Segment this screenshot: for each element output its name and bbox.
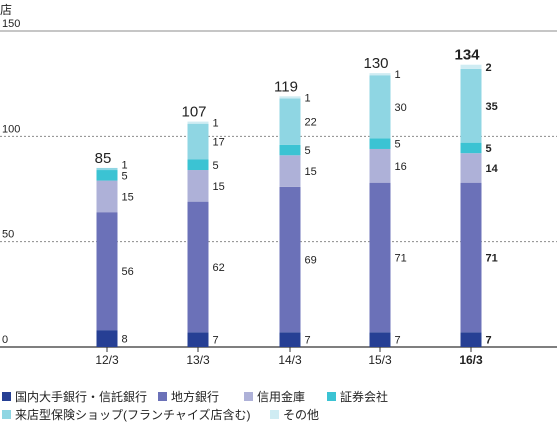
bar-segment-1-5 — [187, 121, 209, 124]
bar-segment-2-5 — [279, 96, 301, 99]
segment-label-1-1: 62 — [213, 262, 225, 274]
segment-label-4-0: 7 — [486, 335, 492, 347]
legend-label-1: 地方銀行 — [171, 390, 220, 404]
bar-segment-0-2 — [96, 180, 118, 213]
segment-label-1-3: 5 — [213, 160, 219, 172]
legend-swatch-2 — [244, 392, 253, 401]
legend-swatch-3 — [327, 392, 336, 401]
bar-segment-0-3 — [96, 170, 118, 181]
segment-label-4-2: 14 — [486, 163, 499, 175]
segment-label-2-1: 69 — [305, 255, 317, 267]
legend-swatch-4 — [2, 410, 11, 419]
legend-swatch-0 — [2, 392, 11, 401]
segment-label-3-0: 7 — [395, 335, 401, 347]
legend-swatch-5 — [270, 410, 279, 419]
segment-label-0-1: 56 — [122, 266, 134, 278]
segment-label-2-4: 22 — [305, 117, 317, 129]
bar-segment-0-4 — [96, 167, 118, 171]
segment-label-3-2: 16 — [395, 161, 407, 173]
y-axis-unit: 店 — [0, 3, 12, 17]
segment-label-2-0: 7 — [305, 335, 311, 347]
total-label-4: 134 — [454, 47, 480, 64]
legend-swatch-1 — [158, 392, 167, 401]
y-tick-label-100: 100 — [2, 123, 20, 135]
legend-label-5: その他 — [283, 408, 320, 422]
legend-item-2: 信用金庫 — [244, 388, 305, 405]
x-tick-label-1: 13/3 — [186, 353, 210, 367]
segment-label-2-5: 1 — [305, 92, 311, 104]
segment-label-4-1: 71 — [486, 252, 498, 264]
segment-label-3-1: 71 — [395, 252, 407, 264]
bar-segment-4-3 — [460, 142, 482, 154]
bar-segment-2-1 — [279, 186, 301, 333]
legend-item-3: 証券会社 — [327, 388, 388, 405]
legend-label-3: 証券会社 — [340, 390, 389, 404]
segment-label-1-5: 1 — [213, 118, 219, 130]
total-label-1: 107 — [181, 104, 206, 121]
bar-segment-3-1 — [369, 182, 391, 333]
x-tick-label-0: 12/3 — [95, 353, 119, 367]
segment-label-4-5: 2 — [486, 62, 492, 74]
bar-segment-4-5 — [460, 64, 482, 69]
bar-segment-3-2 — [369, 148, 391, 183]
x-tick-label-3: 15/3 — [368, 353, 392, 367]
bar-segment-0-1 — [96, 212, 118, 331]
total-label-3: 130 — [363, 55, 388, 72]
total-label-0: 85 — [95, 150, 112, 167]
bar-segment-2-0 — [279, 332, 301, 347]
total-label-2: 119 — [274, 78, 298, 95]
legend-item-1: 地方銀行 — [158, 388, 219, 405]
y-tick-label-0: 0 — [2, 334, 8, 346]
segment-label-3-4: 30 — [395, 102, 407, 114]
legend-label-4: 来店型保険ショップ(フランチャイズ店含む) — [15, 408, 251, 422]
segment-label-0-0: 8 — [122, 334, 128, 346]
data-labels: 8561551857621551711077691552211197711653… — [95, 47, 499, 347]
x-tick-label-4: 16/3 — [459, 353, 483, 367]
bar-segment-4-4 — [460, 68, 482, 143]
segment-label-1-2: 15 — [213, 181, 225, 193]
segment-label-3-5: 1 — [395, 69, 401, 81]
bar-segment-2-4 — [279, 98, 301, 145]
y-tick-label-50: 50 — [2, 229, 14, 241]
segment-label-4-4: 35 — [486, 101, 498, 113]
bar-segment-2-3 — [279, 144, 301, 156]
legend-label-2: 信用金庫 — [257, 390, 306, 404]
bar-segment-4-2 — [460, 153, 482, 183]
segment-label-0-2: 15 — [122, 191, 134, 203]
bar-segment-4-1 — [460, 182, 482, 333]
bar-segment-2-2 — [279, 155, 301, 187]
segment-label-2-3: 5 — [305, 145, 311, 157]
bar-segment-1-0 — [187, 332, 209, 347]
segment-label-1-0: 7 — [213, 335, 219, 347]
segment-label-0-3: 5 — [122, 170, 128, 182]
legend-item-4: 来店型保険ショップ(フランチャイズ店含む) — [2, 406, 251, 423]
x-tick-label-2: 14/3 — [278, 353, 302, 367]
bars — [96, 64, 482, 347]
segment-label-2-2: 15 — [305, 166, 317, 178]
legend-item-0: 国内大手銀行・信託銀行 — [2, 388, 147, 405]
segment-label-4-3: 5 — [486, 143, 492, 155]
y-tick-label-150: 150 — [2, 18, 20, 30]
legend-label-0: 国内大手銀行・信託銀行 — [15, 390, 148, 404]
segment-label-3-3: 5 — [395, 139, 401, 151]
bar-segment-3-4 — [369, 75, 391, 139]
bar-segment-1-2 — [187, 170, 209, 202]
bar-segment-0-0 — [96, 330, 118, 347]
bar-segment-1-1 — [187, 201, 209, 333]
segment-label-1-4: 17 — [213, 137, 225, 149]
bar-segment-3-3 — [369, 138, 391, 149]
bar-segment-3-0 — [369, 332, 391, 347]
bar-segment-3-5 — [369, 73, 391, 76]
bar-segment-4-0 — [460, 332, 482, 347]
bar-segment-1-4 — [187, 123, 209, 160]
segment-label-0-4: 1 — [122, 159, 128, 171]
bar-segment-1-3 — [187, 159, 209, 171]
legend-item-5: その他 — [270, 406, 319, 423]
